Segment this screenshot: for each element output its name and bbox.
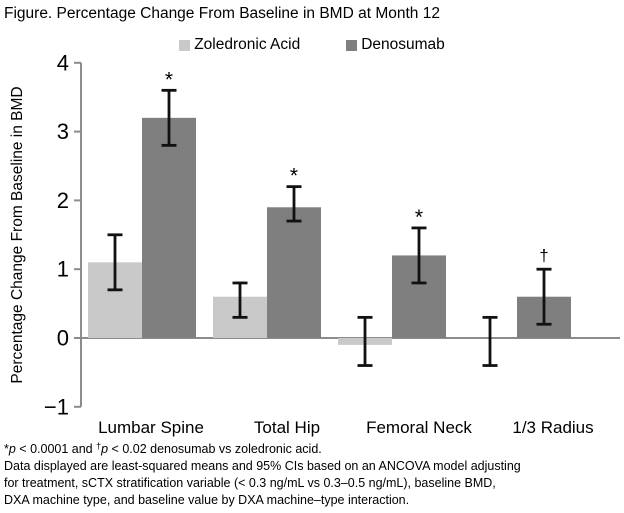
- denosumab-swatch-icon: [346, 39, 358, 51]
- bar-denosumab-total-hip: [267, 207, 321, 338]
- legend-item-zoledronic-acid: Zoledronic Acid: [179, 36, 300, 54]
- footnote-methods-1: Data displayed are least-squared means a…: [4, 459, 521, 473]
- sig-marker-denosumab-femoral-neck: *: [415, 206, 423, 229]
- bar-denosumab-lumbar-spine: [142, 117, 196, 338]
- y-tick-label-2: 2: [57, 188, 69, 213]
- y-tick-label--1: −1: [44, 394, 69, 419]
- x-category-label-1-3-radius: 1/3 Radius: [512, 418, 593, 437]
- footnote-significance: *p < 0.0001 and †p < 0.02 denosumab vs z…: [4, 441, 322, 456]
- sig-marker-denosumab-1-3-radius: †: [539, 246, 548, 265]
- footnote-methods-2: for treatment, sCTX stratification varia…: [4, 476, 496, 490]
- sig-marker-denosumab-lumbar-spine: *: [165, 68, 173, 91]
- sig-marker-denosumab-total-hip: *: [290, 165, 298, 188]
- y-tick-label-3: 3: [57, 119, 69, 144]
- y-tick-label-4: 4: [57, 55, 69, 75]
- legend-label-zoledronic-acid: Zoledronic Acid: [194, 36, 301, 53]
- footnote-methods-3: DXA machine type, and baseline value by …: [4, 493, 410, 507]
- bmd-bar-chart: 4 3 2 1 0 −1 * * * † Lumbar Spine Total Hip Femoral …: [9, 55, 620, 437]
- y-tick-label-0: 0: [57, 326, 69, 351]
- x-category-label-lumbar-spine: Lumbar Spine: [98, 418, 204, 437]
- x-category-label-femoral-neck: Femoral Neck: [366, 418, 472, 437]
- figure-title: Figure. Percentage Change From Baseline …: [4, 5, 440, 22]
- legend-label-denosumab: Denosumab: [361, 36, 445, 53]
- y-tick-label-1: 1: [57, 257, 69, 282]
- legend-item-denosumab: Denosumab: [346, 36, 445, 54]
- zoledronic-acid-swatch-icon: [179, 39, 191, 51]
- chart-legend: Zoledronic Acid Denosumab: [22, 36, 602, 54]
- y-axis-title: Percentage Change From Baseline in BMD: [9, 86, 26, 383]
- x-category-label-total-hip: Total Hip: [254, 418, 320, 437]
- figure-footnotes: *p < 0.0001 and †p < 0.02 denosumab vs z…: [4, 438, 620, 509]
